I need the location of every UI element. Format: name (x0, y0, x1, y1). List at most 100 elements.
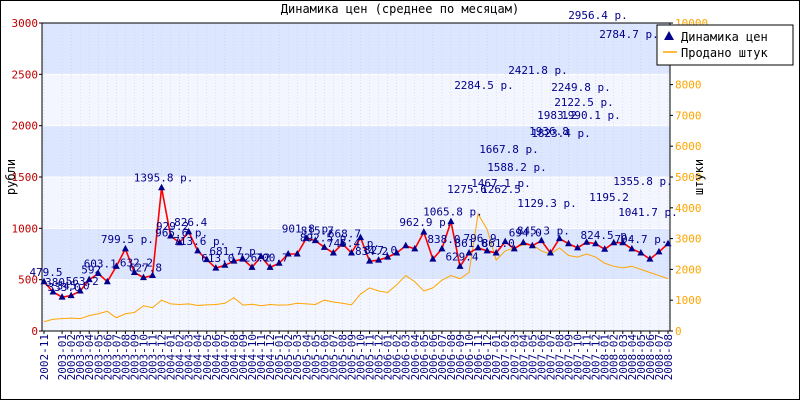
price-point-label: 861.6 (454, 237, 487, 250)
x-tick-label: 2003-09 (128, 334, 141, 380)
y-tick-label: 500 (18, 274, 38, 287)
y2-tick-label: 4000 (675, 202, 702, 215)
price-point (130, 268, 138, 275)
x-tick-label: 2006-11 (472, 334, 485, 380)
x-tick-label: 2005-04 (300, 334, 313, 381)
price-point (583, 238, 591, 245)
price-point (58, 293, 66, 300)
price-point (384, 253, 392, 260)
x-tick-label: 2003-11 (147, 334, 160, 380)
price-point-label: 603.1 (84, 258, 117, 271)
plot-band (42, 177, 670, 229)
price-point (266, 263, 274, 270)
peak-annotation: 2784.7 р. (599, 28, 659, 41)
price-point (637, 248, 645, 256)
plot-band (42, 74, 670, 126)
peak-annotation: 2284.5 р. (454, 79, 514, 92)
price-point-label: 1395.8 р. (134, 172, 194, 185)
x-tick-label: 2006-07 (436, 334, 449, 380)
price-point (510, 244, 518, 252)
peak-annotation: 1823.4 р. (531, 127, 591, 140)
price-point-label: 834.2 (355, 245, 388, 258)
price-point-label: 962.9 р. (399, 216, 452, 229)
peak-annotation: 1467.1 р. (471, 177, 531, 190)
price-point (546, 248, 554, 256)
plot-band (42, 23, 670, 75)
plot-band (42, 279, 670, 331)
x-tick-label: 2006-03 (400, 334, 413, 380)
x-tick-label: 2003-10 (137, 334, 150, 380)
price-point (176, 238, 184, 246)
price-point (49, 287, 57, 295)
price-point (203, 255, 211, 263)
price-point-label: 796.9 (464, 232, 497, 245)
price-point-label: 799.5 р. (101, 233, 154, 246)
x-tick-label: 2005-12 (373, 334, 386, 380)
peak-annotation: 1262.5 (481, 183, 521, 196)
price-point-label: 892.5 р. (300, 231, 353, 244)
price-point-label: 629.4 (445, 250, 478, 263)
price-point (628, 244, 636, 252)
price-point (320, 243, 328, 250)
x-tick-label: 2004-04 (192, 334, 205, 381)
peak-annotation: 1667.8 р. (479, 143, 539, 156)
price-point (402, 241, 410, 249)
price-point-label: 479.5 (29, 266, 62, 279)
x-tick-label: 2005-05 (309, 334, 322, 380)
y-axis-label: рубли (4, 159, 18, 195)
price-point (438, 244, 446, 252)
y2-tick-label: 6000 (675, 140, 702, 153)
x-tick-label: 2004-11 (255, 334, 268, 380)
x-tick-label: 2003-01 (56, 334, 69, 380)
price-point-label: 592 (81, 264, 101, 277)
plot-band (42, 228, 670, 280)
y2-tick-label: 0 (675, 325, 682, 338)
y2-tick-label: 3000 (675, 233, 702, 246)
x-tick-label: 2007-02 (499, 334, 512, 380)
x-tick-label: 2007-09 (563, 334, 576, 380)
price-point-label: 632.2 (120, 256, 153, 269)
peak-annotation: 2249.8 р. (551, 81, 611, 94)
price-point (655, 247, 663, 255)
x-tick-label: 2007-10 (572, 334, 585, 380)
price-point (121, 244, 129, 252)
peak-annotation: 1936.8 (529, 125, 569, 138)
x-tick-label: 2008-05 (635, 334, 648, 380)
price-point-label: 627.8 (129, 262, 162, 275)
price-point-label: 838.0 (427, 233, 460, 246)
x-tick-label: 2002-11 (38, 334, 51, 380)
x-tick-label: 2007-05 (526, 334, 539, 380)
peak-annotation: 2421.8 р. (508, 64, 568, 77)
y-tick-label: 3000 (12, 17, 39, 30)
x-tick-label: 2004-02 (174, 334, 187, 380)
price-point (483, 246, 491, 254)
x-tick-label: 2007-03 (508, 334, 521, 380)
x-tick-label: 2004-05 (201, 334, 214, 380)
price-point (329, 248, 337, 256)
x-tick-label: 2005-03 (291, 334, 304, 380)
x-tick-label: 2003-12 (156, 334, 169, 380)
x-tick-label: 2005-09 (345, 334, 358, 380)
price-point-label: 815.7 (301, 225, 334, 238)
x-tick-label: 2006-04 (409, 334, 422, 381)
x-tick-label: 2004-08 (228, 334, 241, 380)
y-tick-label: 2500 (12, 68, 39, 81)
legend-box (656, 24, 794, 66)
x-tick-label: 2005-02 (282, 334, 295, 380)
price-point (646, 255, 654, 262)
y-tick-label: 2000 (12, 120, 39, 133)
price-point (167, 232, 175, 239)
price-point (194, 246, 202, 254)
legend-price-marker (664, 31, 674, 40)
price-point-label: 681.7 р. (209, 245, 262, 258)
x-tick-label: 2007-12 (590, 334, 603, 380)
price-point (158, 183, 166, 191)
peak-annotation: 2956.4 р. (568, 9, 628, 22)
x-tick-label: 2007-06 (535, 334, 548, 380)
x-tick-label: 2008-07 (653, 334, 666, 380)
y2-axis-label: штуки (692, 159, 706, 195)
y-tick-label: 1000 (12, 222, 39, 235)
price-point-label: 380 (45, 276, 65, 289)
y2-tick-label: 2000 (675, 263, 702, 276)
